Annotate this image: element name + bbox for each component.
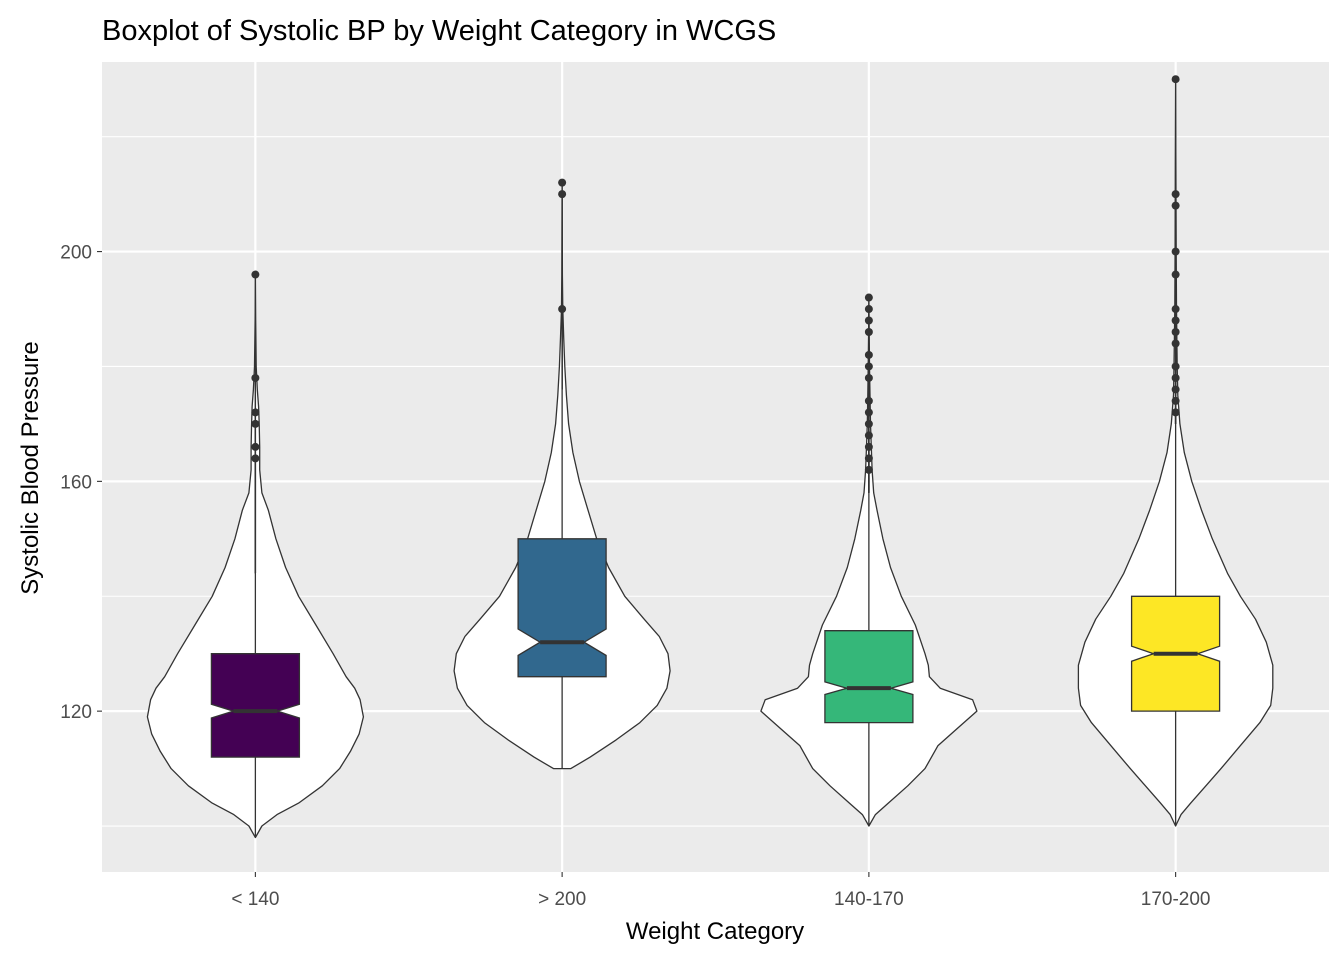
outlier-point: [864, 442, 873, 451]
outlier-point: [864, 305, 873, 314]
chart-title: Boxplot of Systolic BP by Weight Categor…: [102, 15, 776, 47]
y-axis-ticks: 120 160 200: [60, 243, 102, 723]
category-groups: [146, 75, 1274, 839]
outlier-point: [1171, 408, 1180, 417]
outlier-point: [1171, 339, 1180, 348]
outlier-point: [1171, 396, 1180, 405]
outlier-point: [1171, 75, 1180, 84]
outlier-point: [1171, 270, 1180, 279]
outlier-point: [864, 408, 873, 417]
category-group: [760, 293, 978, 827]
outlier-point: [1171, 328, 1180, 336]
outlier-point: [864, 362, 873, 371]
outlier-point: [1171, 201, 1180, 210]
outlier-point: [864, 419, 873, 428]
outlier-point: [251, 373, 260, 382]
category-group: [146, 270, 365, 839]
x-tick-label: > 200: [538, 889, 586, 910]
outlier-point: [864, 373, 873, 382]
outlier-point: [1171, 316, 1180, 325]
outlier-point: [558, 190, 567, 199]
outlier-point: [1171, 362, 1180, 371]
outlier-point: [251, 270, 260, 279]
outlier-point: [1171, 305, 1180, 314]
outlier-point: [864, 316, 873, 325]
x-tick-label: 140-170: [834, 889, 904, 910]
outlier-point: [251, 419, 260, 428]
outlier-point: [864, 454, 873, 463]
outlier-point: [864, 431, 873, 440]
x-axis-ticks: < 140 > 200 140-170 170-200: [231, 872, 1210, 910]
outlier-point: [864, 396, 873, 405]
x-axis-title: Weight Category: [626, 918, 804, 945]
notched-box: [210, 653, 301, 758]
category-group: [1077, 75, 1274, 827]
outlier-point: [1171, 247, 1180, 256]
outlier-point: [1171, 385, 1180, 394]
y-tick-label: 160: [60, 472, 92, 493]
outlier-point: [251, 408, 260, 417]
outlier-point: [558, 305, 567, 314]
outlier-point: [864, 328, 873, 336]
minor-gridlines: [102, 136, 1329, 827]
y-axis-title: Systolic Blood Pressure: [17, 341, 44, 594]
y-tick-label: 200: [60, 243, 92, 264]
notched-box: [517, 538, 607, 678]
outlier-point: [251, 454, 260, 463]
outlier-point: [864, 293, 873, 302]
notched-box: [824, 630, 914, 724]
outlier-point: [864, 465, 873, 474]
outlier-point: [251, 442, 260, 451]
outlier-point: [864, 350, 873, 359]
outlier-point: [1171, 190, 1180, 199]
outlier-point: [558, 178, 567, 187]
x-tick-label: 170-200: [1141, 889, 1211, 910]
category-group: [453, 178, 671, 770]
y-tick-label: 120: [60, 702, 92, 723]
outlier-point: [1171, 373, 1180, 382]
x-tick-label: < 140: [231, 889, 279, 910]
